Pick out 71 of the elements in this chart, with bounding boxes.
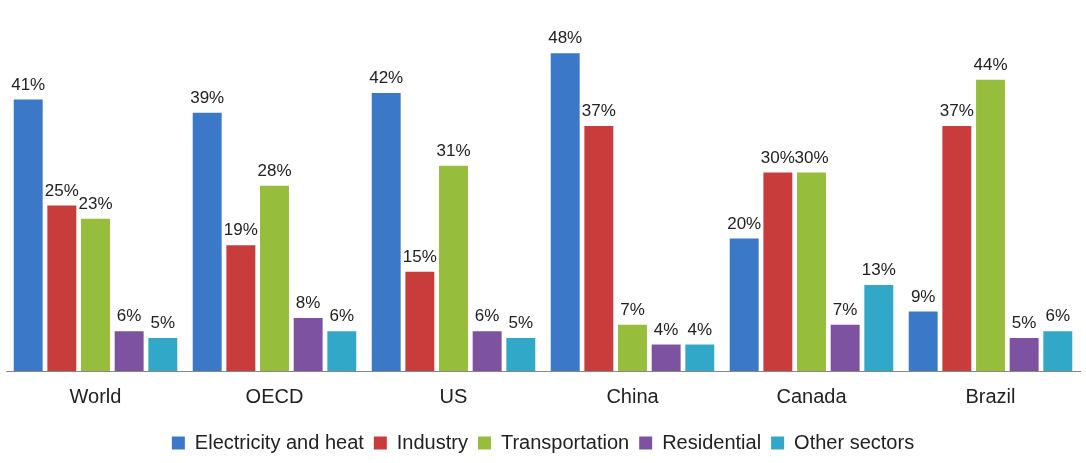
data-label: 5% <box>508 313 534 333</box>
bar <box>13 99 43 371</box>
bar <box>797 172 826 371</box>
data-label: 4% <box>687 319 713 339</box>
bar <box>1043 331 1073 371</box>
data-label: 6% <box>329 306 355 326</box>
data-label: 5% <box>150 313 176 333</box>
bar <box>439 165 468 371</box>
bar <box>81 218 110 371</box>
data-label: 7% <box>832 299 858 319</box>
bar <box>327 331 357 371</box>
data-label: 30% <box>760 147 795 167</box>
bar <box>371 92 401 371</box>
legend-label: Industry <box>396 430 468 453</box>
bar <box>1009 337 1039 371</box>
x-tick-label: Canada <box>776 384 848 407</box>
bar <box>550 53 580 371</box>
bar <box>472 331 502 371</box>
bar <box>651 344 681 371</box>
legend-label: Residential <box>662 430 762 453</box>
data-label: 6% <box>474 306 500 326</box>
data-label: 37% <box>581 101 616 121</box>
data-label: 8% <box>295 293 321 313</box>
data-label: 44% <box>973 54 1008 74</box>
data-label: 48% <box>548 28 583 48</box>
data-label: 13% <box>861 260 896 280</box>
bar <box>729 238 759 371</box>
data-label: 5% <box>1011 313 1037 333</box>
x-tick-label: US <box>439 384 468 407</box>
data-label: 30% <box>794 147 829 167</box>
bar <box>148 337 178 371</box>
bar <box>942 126 972 371</box>
bar <box>47 205 77 371</box>
data-label: 37% <box>939 101 974 121</box>
bar <box>685 344 715 371</box>
bar <box>226 245 256 371</box>
bar <box>260 185 289 371</box>
data-label: 6% <box>1045 306 1071 326</box>
data-label: 41% <box>11 74 46 94</box>
bar <box>976 79 1005 371</box>
data-label: 42% <box>369 68 404 88</box>
x-tick-label: OECD <box>245 384 304 407</box>
bar <box>405 271 435 371</box>
data-label: 15% <box>402 246 437 266</box>
bar <box>864 284 894 371</box>
x-tick-label: Brazil <box>965 384 1016 407</box>
data-label: 6% <box>116 306 142 326</box>
x-tick-label: China <box>606 384 660 407</box>
data-label: 4% <box>653 319 679 339</box>
data-label: 20% <box>727 213 762 233</box>
data-label: 28% <box>257 160 292 180</box>
bar <box>192 112 222 371</box>
data-label: 39% <box>190 88 225 108</box>
bar <box>293 318 323 371</box>
legend-label: Transportation <box>500 430 630 453</box>
data-label: 23% <box>78 193 113 213</box>
x-tick-label: World <box>69 384 122 407</box>
data-label: 7% <box>620 299 645 319</box>
bar <box>584 126 614 371</box>
bar <box>114 331 144 371</box>
data-label: 31% <box>436 140 471 160</box>
data-label: 19% <box>223 220 258 240</box>
bar <box>506 337 536 371</box>
bar <box>908 311 938 371</box>
legend-label: Electricity and heat <box>194 430 365 453</box>
bar <box>830 324 860 371</box>
data-label: 25% <box>44 180 79 200</box>
legend-label: Other sectors <box>794 430 915 453</box>
bar <box>763 172 793 371</box>
bar <box>618 324 647 371</box>
data-label: 9% <box>910 286 936 306</box>
